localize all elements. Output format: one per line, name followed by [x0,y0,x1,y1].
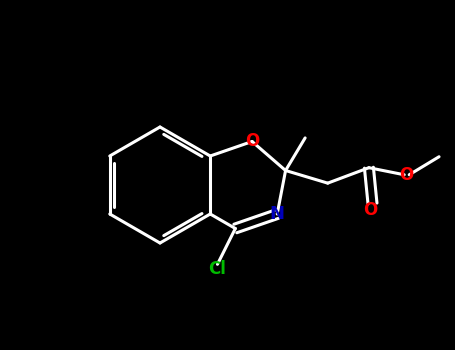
Text: O: O [364,201,378,218]
Text: O: O [245,133,259,150]
Text: N: N [270,205,285,223]
Text: Cl: Cl [208,260,227,278]
Text: O: O [399,166,413,184]
